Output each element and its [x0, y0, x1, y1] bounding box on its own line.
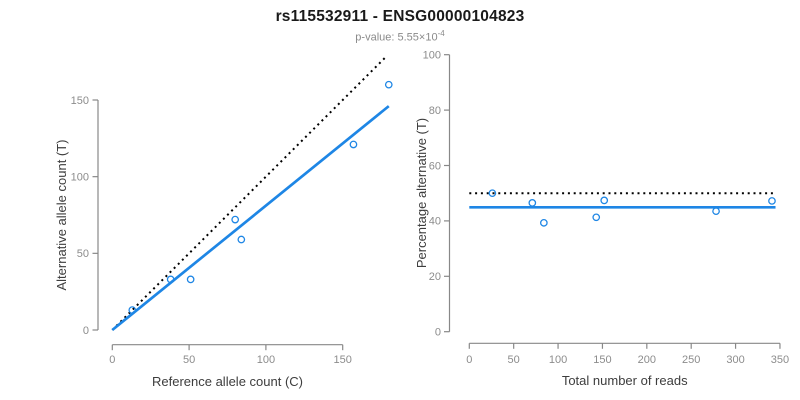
x-tick-label: 0 — [109, 354, 115, 366]
x-tick-label: 100 — [257, 354, 275, 366]
x-tick-label: 300 — [726, 354, 744, 366]
percentage-vs-coverage-scatter: 0 20 40 60 80 100 0 50 100 150 200 250 300 350 Total n… — [414, 50, 789, 389]
x-axis-label: Reference allele count (C) — [152, 374, 303, 389]
data-point — [128, 306, 137, 314]
y-tick-label: 80 — [429, 105, 441, 117]
y-axis-label: Percentage alternative (T) — [414, 118, 429, 268]
identity-line — [111, 56, 387, 331]
data-point — [384, 80, 393, 89]
x-tick-label: 150 — [593, 354, 611, 366]
data-point — [349, 140, 358, 149]
y-tick-label: 100 — [423, 50, 441, 62]
data-point — [231, 215, 240, 224]
y-tick-label: 100 — [71, 171, 89, 183]
y-tick-label: 60 — [429, 160, 441, 172]
data-point — [712, 207, 720, 216]
fit-line — [111, 105, 390, 332]
x-tick-label: 200 — [638, 354, 656, 366]
y-tick-label: 50 — [77, 248, 89, 260]
data-point — [488, 189, 497, 198]
x-tick-label: 50 — [183, 354, 195, 366]
data-point — [768, 197, 776, 205]
y-tick-label: 20 — [429, 271, 441, 283]
x-tick-label: 350 — [771, 354, 789, 366]
pvalue-text: p-value: 5.55×10 — [355, 31, 438, 44]
y-axis-label: Alternative allele count (T) — [54, 139, 69, 290]
pvalue-exponent: -4 — [437, 29, 445, 38]
data-point — [166, 275, 175, 284]
allele-counts-scatter: 0 50 100 150 0 50 100 150 Reference allele count… — [54, 56, 393, 389]
x-tick-label: 0 — [466, 354, 472, 366]
data-point — [528, 199, 537, 207]
page-title: rs115532911 - ENSG00000104823 — [275, 8, 525, 25]
data-point — [540, 218, 548, 227]
y-tick-label: 150 — [71, 95, 89, 107]
pvalue-subtitle: p-value: 5.55×10-4 — [0, 29, 800, 44]
data-point — [186, 275, 195, 284]
x-tick-label: 250 — [682, 354, 700, 366]
y-tick-label: 0 — [83, 325, 89, 337]
y-tick-label: 40 — [429, 216, 441, 228]
x-tick-label: 150 — [334, 354, 352, 366]
header: rs115532911 - ENSG00000104823 p-value: 5… — [0, 0, 800, 44]
y-tick-label: 0 — [435, 327, 441, 339]
data-point — [600, 196, 609, 205]
x-tick-label: 100 — [549, 354, 567, 366]
data-point — [592, 213, 601, 222]
x-tick-label: 50 — [508, 354, 520, 366]
x-axis-label: Total number of reads — [562, 373, 688, 388]
data-point — [237, 235, 246, 244]
